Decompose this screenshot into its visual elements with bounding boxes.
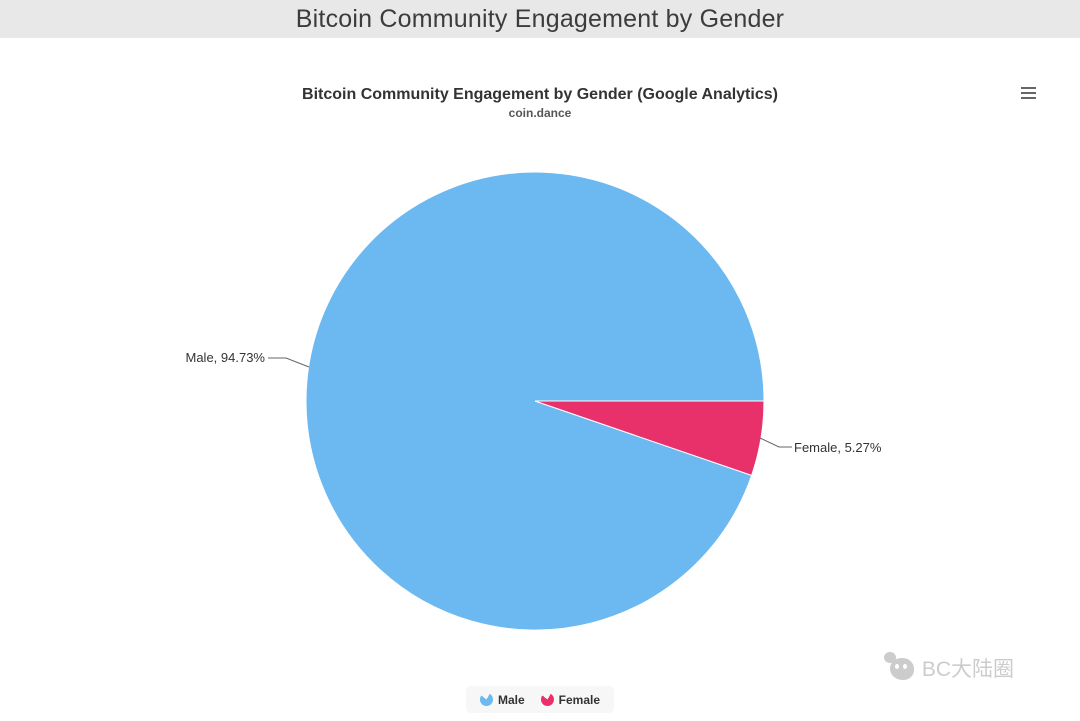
watermark: BC大陆圈: [883, 652, 1014, 684]
export-menu-icon[interactable]: [1016, 82, 1040, 104]
watermark-text: BC大陆圈: [921, 658, 1014, 681]
hamburger-bar: [1020, 87, 1036, 89]
male-label-connector: [268, 357, 310, 368]
hamburger-bar: [1020, 92, 1036, 94]
chart-container: Bitcoin Community Engagement by Gender (…: [0, 38, 1080, 721]
male-pie-legend-icon: [479, 693, 493, 706]
female-data-label: Female, 5.27%: [794, 440, 882, 455]
chart-title: Bitcoin Community Engagement by Gender (…: [302, 86, 778, 103]
legend-label-female: Female: [558, 692, 601, 707]
legend-label-male: Male: [497, 692, 525, 707]
legend-item-male[interactable]: Male: [479, 692, 525, 707]
female-label-connector: [759, 437, 792, 448]
page-title: Bitcoin Community Engagement by Gender: [295, 4, 785, 33]
legend-item-female[interactable]: Female: [540, 692, 601, 707]
male-data-label: Male, 94.73%: [185, 350, 266, 365]
chart-subtitle: coin.dance: [508, 106, 572, 120]
pie-chart: [268, 171, 792, 631]
female-pie-legend-icon: [540, 693, 554, 706]
legend: Male Female: [465, 686, 615, 713]
hamburger-bar: [1020, 97, 1036, 99]
page-header: Bitcoin Community Engagement by Gender: [0, 0, 1080, 38]
watermark-chat-icon: [883, 652, 916, 684]
